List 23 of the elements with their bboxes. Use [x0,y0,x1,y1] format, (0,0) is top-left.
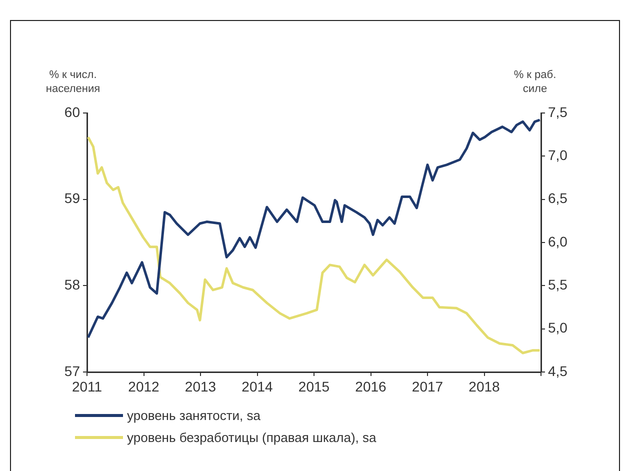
x-tick-label: 2013 [184,378,216,394]
y2-axis-title: % к раб. силе [512,68,558,96]
y-tick-label: 60 [64,104,80,120]
y2-tick-label: 7,0 [548,147,568,164]
x-tick-label: 2012 [128,378,160,394]
y2-tick-label: 7,5 [548,104,568,120]
y2-tick-label: 5,0 [548,320,568,336]
x-tick-label: 2018 [468,378,500,394]
y2-tick-label: 5,5 [548,276,568,293]
x-tick-label: 2016 [355,378,387,394]
y-axis-title: % к числ. населения [44,68,102,96]
y2-tick-label: 6,0 [548,233,568,250]
legend-label: уровень безработицы (правая шкала), sa [127,430,376,444]
y2-tick-label: 4,5 [548,362,568,379]
y2-tick-label: 6,5 [548,190,568,206]
y-tick-label: 57 [64,362,80,379]
y-tick-label: 59 [64,190,80,206]
x-tick-label: 2011 [72,378,102,394]
x-tick-label: 2015 [298,378,330,394]
x-tick-label: 2014 [242,378,274,394]
y-tick-label: 58 [64,276,80,293]
x-tick-label: 2017 [412,378,444,394]
legend-label: уровень занятости, sa [127,408,260,422]
